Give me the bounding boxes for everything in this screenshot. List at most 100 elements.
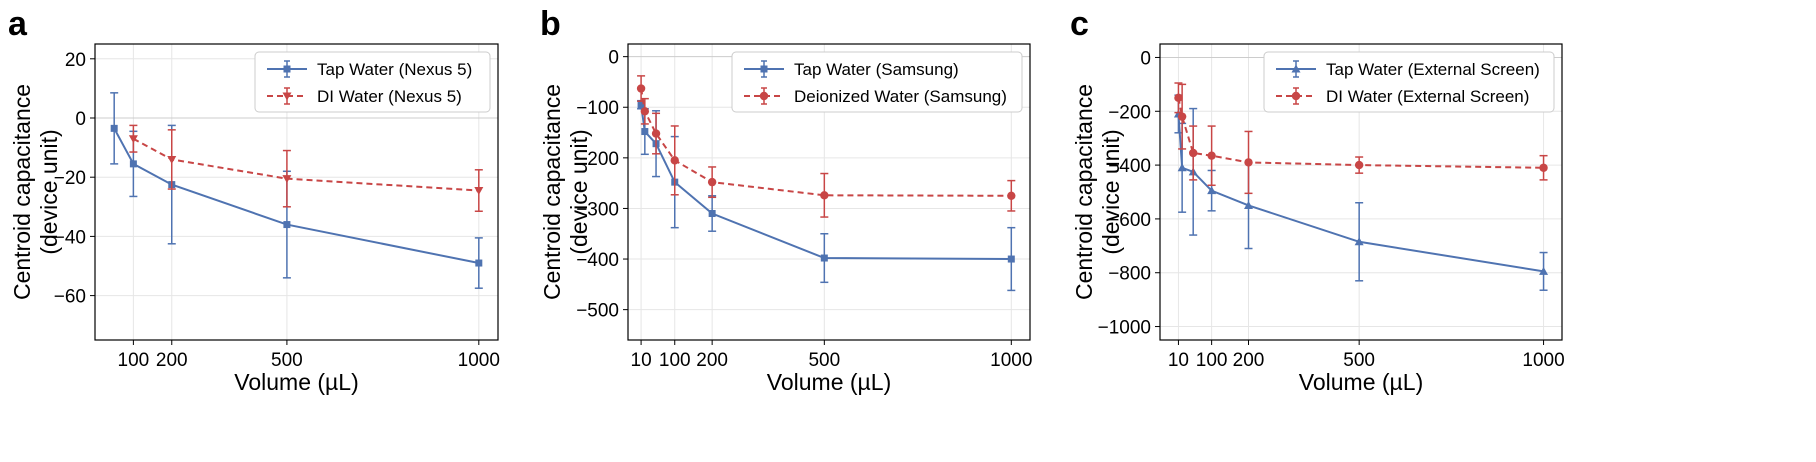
x-tick-label: 100 (118, 350, 150, 371)
data-point (640, 107, 650, 116)
data-point (1007, 255, 1015, 263)
x-tick-label: 200 (1233, 350, 1265, 371)
y-tick-label: −500 (576, 301, 619, 322)
data-point (283, 221, 291, 229)
data-point (110, 124, 118, 132)
panel-label: a (8, 5, 28, 43)
legend-marker (283, 65, 291, 73)
x-tick-label: 1000 (990, 350, 1032, 371)
y-tick-label: −100 (576, 98, 619, 119)
data-point (820, 254, 828, 262)
data-point (1188, 148, 1198, 158)
data-point (670, 156, 679, 165)
y-tick-label: 0 (608, 48, 619, 69)
x-tick-label: 200 (156, 350, 188, 371)
series-line (1177, 113, 1544, 273)
series-tap-water (1173, 94, 1549, 291)
legend-label: DI Water (External Screen) (1326, 87, 1529, 106)
y-tick-label: −800 (1108, 264, 1151, 285)
x-tick-label: 500 (808, 350, 840, 371)
x-axis-label: Volume (µL) (1299, 369, 1423, 395)
x-tick-label: 500 (1343, 350, 1375, 371)
data-point (636, 84, 646, 93)
series-di-water (636, 75, 1016, 218)
data-point (707, 177, 717, 187)
legend-label: DI Water (Nexus 5) (317, 87, 462, 106)
legend: Tap Water (Samsung) Deionized Water (Sams… (731, 51, 1023, 113)
y-tick-label: 0 (75, 109, 86, 130)
data-point (474, 187, 484, 196)
y-tick-label: −20 (54, 168, 86, 189)
legend-marker (760, 65, 768, 73)
x-tick-label: 1000 (1522, 350, 1564, 371)
legend-marker (1291, 64, 1301, 73)
data-point (129, 160, 137, 168)
x-tick-label: 100 (659, 350, 691, 371)
y-axis-label-line-2: (device unit) (566, 129, 592, 254)
x-tick-label: 500 (271, 350, 303, 371)
data-point (820, 191, 829, 200)
y-tick-label: 20 (65, 50, 86, 71)
series-line (132, 137, 479, 192)
legend: Tap Water (Nexus 5) DI Water (Nexus 5) (254, 51, 491, 113)
y-tick-label: −300 (576, 199, 619, 220)
y-tick-label: −200 (576, 149, 619, 170)
legend-box (1263, 51, 1555, 113)
x-axis-label: Volume (µL) (767, 369, 891, 395)
data-point (1177, 112, 1187, 121)
series-line (113, 127, 480, 265)
data-point (1244, 158, 1253, 167)
x-tick-label: 10 (631, 350, 652, 371)
x-tick-label: 200 (696, 350, 728, 371)
y-tick-label: −400 (576, 250, 619, 271)
y-axis-label-line-2: (device unit) (36, 129, 62, 254)
y-axis-label-line-2: (device unit) (1098, 129, 1124, 254)
axes-frame (627, 43, 1031, 341)
x-axis-label: Volume (µL) (234, 369, 358, 395)
legend-marker (282, 92, 292, 101)
data-point (1177, 163, 1187, 172)
chart-panel-c: c 10 100 200 500 1000 0 −200 −400 −600 −800 −1000 Vo… (1070, 5, 1565, 395)
panel-label: b (540, 5, 561, 43)
data-point (128, 135, 138, 144)
y-axis-label-line-1: Centroid capacitance (539, 84, 565, 300)
y-axis-label: Centroid capacitance(device unit) (9, 84, 62, 300)
y-axis-label-line-1: Centroid capacitance (1071, 84, 1097, 300)
data-point (708, 210, 716, 218)
data-point (1207, 151, 1216, 160)
chart-panel-b: b 10 100 200 500 1000 0 −100 −200 −300 −400 −500 Vol… (539, 5, 1032, 395)
y-tick-label: −1000 (1098, 318, 1151, 339)
data-point (641, 128, 649, 136)
y-tick-label: −40 (54, 227, 86, 248)
x-tick-label: 100 (1196, 350, 1228, 371)
y-axis-label: Centroid capacitance(device unit) (1071, 84, 1124, 300)
series-di-water (128, 124, 484, 212)
legend-box (254, 51, 491, 113)
series-tap-water (110, 92, 483, 289)
legend-label: Tap Water (Samsung) (794, 60, 959, 79)
data-point (475, 259, 483, 267)
data-point (282, 175, 292, 184)
legend-marker (1291, 91, 1301, 101)
data-point (167, 155, 177, 164)
legend-box (731, 51, 1023, 113)
series-line (640, 104, 1012, 261)
data-point (637, 101, 645, 109)
y-axis-label: Centroid capacitance(device unit) (539, 84, 592, 300)
data-point (651, 129, 661, 138)
series-di-water (1174, 82, 1548, 195)
legend-marker (759, 91, 769, 101)
data-point (1539, 163, 1548, 172)
y-tick-label: 0 (1140, 48, 1151, 69)
data-point (1207, 186, 1217, 195)
data-point (1354, 160, 1364, 170)
data-point (1539, 266, 1549, 275)
y-tick-label: −600 (1108, 210, 1151, 231)
y-axis-label-line-1: Centroid capacitance (9, 84, 35, 300)
x-tick-label: 10 (1168, 350, 1189, 371)
axes-frame (1159, 43, 1563, 341)
legend-label: Tap Water (External Screen) (1326, 60, 1540, 79)
data-point (1174, 93, 1183, 103)
